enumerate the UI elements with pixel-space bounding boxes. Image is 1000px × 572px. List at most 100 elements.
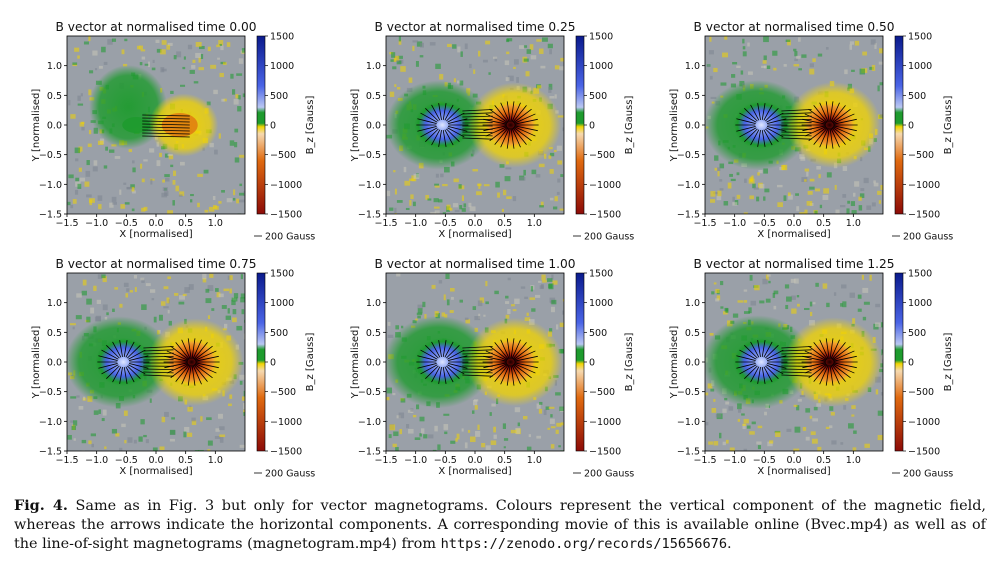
colorbar-tick-label: 1000: [270, 298, 294, 309]
y-tick-label: 0.5: [47, 91, 62, 102]
field-arrows: [735, 338, 858, 386]
colorbar-tick-label: 500: [589, 91, 607, 102]
y-tick-label: 1.0: [366, 298, 381, 309]
x-tick-label: −0.5: [753, 218, 776, 229]
colorbar-tick-label: −1000: [270, 180, 302, 191]
arrow-key-label: 200 Gauss: [903, 232, 953, 243]
bz-map: [386, 273, 564, 451]
x-tick-label: −0.5: [115, 455, 138, 466]
colorbar-tick-label: 1500: [270, 32, 294, 43]
caption-url[interactable]: https://zenodo.org/records/15656676: [440, 536, 728, 552]
colorbar-tick-label: −1500: [270, 210, 302, 221]
colorbar-tick-label: 500: [270, 328, 288, 339]
x-tick-label: −0.5: [434, 455, 457, 466]
x-tick-label: −0.5: [434, 218, 457, 229]
x-axis-label: X [normalised]: [757, 466, 830, 477]
y-tick-label: 0.5: [47, 328, 62, 339]
x-tick-label: 1.0: [846, 218, 861, 229]
y-tick-label: 1.0: [685, 298, 700, 309]
colorbar-label: B_z [Gauss]: [943, 333, 954, 392]
y-tick-label: 1.0: [47, 61, 62, 72]
panel-title: B vector at normalised time 1.00: [375, 257, 576, 271]
colorbar-tick-label: 0: [270, 358, 276, 369]
y-tick-label: −0.5: [677, 150, 700, 161]
magnetogram-panel-1: B vector at normalised time 0.25 −1.5 −1.0…: [350, 20, 635, 243]
x-axis-label: X [normalised]: [438, 466, 511, 477]
y-tick-label: −0.5: [677, 387, 700, 398]
y-tick-label: 0.0: [685, 358, 700, 369]
x-tick-label: 0.5: [497, 218, 512, 229]
colorbar-label: B_z [Gauss]: [624, 96, 635, 155]
arrow-key-label: 200 Gauss: [584, 232, 634, 243]
x-tick-label: 1.0: [208, 455, 223, 466]
y-tick-label: −1.5: [677, 210, 700, 221]
field-arrows: [735, 101, 858, 149]
arrow-key-label: 200 Gauss: [903, 469, 953, 480]
y-tick-label: 0.0: [685, 121, 700, 132]
y-tick-label: 0.0: [366, 121, 381, 132]
colorbar-tick-label: −500: [908, 387, 934, 398]
colorbar-tick-label: −1500: [589, 447, 621, 458]
bz-map: [705, 36, 883, 214]
magnetogram-panel-4: B vector at normalised time 1.00 −1.5 −1.0…: [350, 257, 635, 480]
colorbar: [256, 35, 266, 215]
y-tick-label: −1.0: [677, 180, 700, 191]
field-arrows: [416, 101, 539, 149]
colorbar-tick-label: 0: [270, 121, 276, 132]
y-tick-label: −1.5: [677, 447, 700, 458]
y-tick-label: 0.5: [685, 91, 700, 102]
y-tick-label: −1.5: [358, 447, 381, 458]
y-tick-label: 0.0: [366, 358, 381, 369]
x-tick-label: 1.0: [527, 218, 542, 229]
colorbar-tick-label: 1000: [908, 61, 932, 72]
magnetogram-panel-2: B vector at normalised time 0.50 −1.5 −1.0…: [669, 20, 954, 243]
y-axis-label: Y [normalised]: [669, 89, 680, 163]
x-tick-label: 0.5: [178, 218, 193, 229]
x-tick-label: 0.0: [148, 455, 163, 466]
panel-title: B vector at normalised time 1.25: [694, 257, 895, 271]
positive-spot: [95, 338, 152, 386]
arrow-key-label: 200 Gauss: [265, 232, 315, 243]
y-tick-label: −1.0: [358, 417, 381, 428]
y-tick-label: 1.0: [685, 61, 700, 72]
colorbar: [575, 35, 585, 215]
bz-map: [705, 273, 883, 451]
panel-title: B vector at normalised time 0.00: [56, 20, 257, 34]
x-axis-label: X [normalised]: [757, 229, 830, 240]
figure-caption: Fig. 4. Same as in Fig. 3 but only for v…: [14, 496, 986, 554]
y-tick-label: −1.5: [39, 210, 62, 221]
colorbar-tick-label: −1500: [908, 210, 940, 221]
arrow-key: 200 Gauss: [892, 232, 953, 243]
arrow-key-label: 200 Gauss: [584, 469, 634, 480]
x-tick-label: −1.5: [55, 218, 78, 229]
y-tick-label: 1.0: [47, 298, 62, 309]
y-tick-label: −1.5: [358, 210, 381, 221]
colorbar-tick-label: 500: [908, 91, 926, 102]
y-tick-label: 0.5: [685, 328, 700, 339]
negative-spot: [802, 338, 857, 386]
field-arrows: [97, 338, 220, 386]
colorbar-tick-label: 1500: [589, 32, 613, 43]
colorbar-tick-label: −1000: [908, 417, 940, 428]
arrow-key: 200 Gauss: [573, 469, 634, 480]
x-tick-label: 0.5: [178, 455, 193, 466]
x-tick-label: −1.5: [374, 455, 397, 466]
x-tick-label: 0.0: [148, 218, 163, 229]
x-tick-label: −1.0: [723, 218, 746, 229]
colorbar-tick-label: 1500: [270, 269, 294, 280]
y-axis-label: Y [normalised]: [350, 89, 361, 163]
x-tick-label: −1.5: [693, 218, 716, 229]
x-axis-label: X [normalised]: [119, 229, 192, 240]
y-axis-label: Y [normalised]: [31, 89, 42, 163]
y-tick-label: −1.5: [39, 447, 62, 458]
colorbar-label: B_z [Gauss]: [624, 333, 635, 392]
caption-end: .: [727, 536, 732, 552]
negative-spot: [483, 101, 538, 149]
field-arrows: [416, 338, 539, 386]
y-tick-label: 0.0: [47, 358, 62, 369]
colorbar-tick-label: −1000: [908, 180, 940, 191]
colorbar-tick-label: −1500: [589, 210, 621, 221]
colorbar-tick-label: 1500: [589, 269, 613, 280]
y-tick-label: −0.5: [358, 150, 381, 161]
y-tick-label: −0.5: [39, 150, 62, 161]
